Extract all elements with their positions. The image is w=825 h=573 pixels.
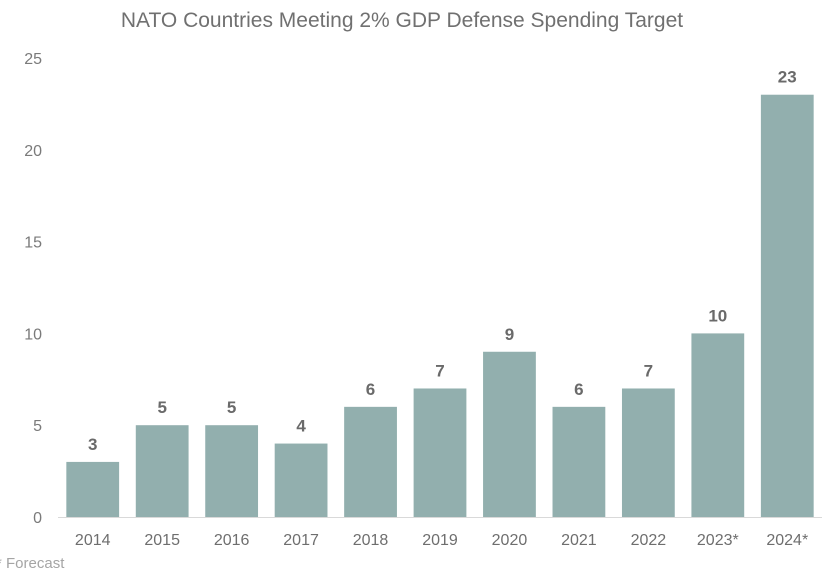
data-label: 5 — [227, 398, 236, 417]
bar — [66, 461, 120, 517]
bar — [205, 425, 259, 517]
data-label: 10 — [708, 306, 727, 325]
x-axis: 2014 2015 2016 2017 2018 2019 2020 2021 2022 2023… — [75, 532, 808, 549]
bar — [135, 425, 189, 517]
data-label: 5 — [157, 398, 166, 417]
x-tick-label: 2015 — [144, 532, 180, 549]
chart-title: NATO Countries Meeting 2% GDP Defense Sp… — [121, 9, 683, 32]
data-label: 23 — [778, 68, 797, 87]
data-label: 7 — [644, 361, 653, 380]
bar — [483, 351, 536, 517]
bars: 3 5 5 4 6 7 9 6 7 10 23 — [66, 68, 814, 517]
x-tick-label: 2021 — [561, 532, 597, 549]
x-tick-label: 2020 — [492, 532, 528, 549]
y-tick-label: 0 — [33, 510, 42, 527]
x-tick-label: 2018 — [353, 532, 389, 549]
y-tick-label: 5 — [33, 418, 42, 435]
data-label: 7 — [435, 361, 444, 380]
x-tick-label: 2024* — [766, 532, 808, 549]
y-tick-label: 15 — [24, 235, 42, 252]
bar — [691, 333, 745, 517]
x-tick-label: 2014 — [75, 532, 111, 549]
data-label: 3 — [88, 435, 97, 454]
footnote: * Forecast — [0, 555, 65, 572]
bar — [621, 388, 675, 517]
bar — [274, 443, 328, 517]
data-label: 4 — [296, 417, 306, 436]
bar — [552, 406, 606, 517]
x-tick-label: 2023* — [697, 532, 739, 549]
data-label: 9 — [505, 325, 514, 344]
x-tick-label: 2019 — [422, 532, 458, 549]
data-label: 6 — [574, 380, 583, 399]
x-tick-label: 2022 — [631, 532, 667, 549]
data-label: 6 — [366, 380, 375, 399]
bar — [413, 388, 467, 517]
bar — [344, 406, 397, 517]
bar — [760, 94, 814, 517]
y-tick-label: 20 — [24, 143, 42, 160]
x-tick-label: 2017 — [283, 532, 319, 549]
y-tick-label: 10 — [24, 326, 42, 343]
y-tick-label: 25 — [24, 51, 42, 68]
y-axis: 0 5 10 15 20 25 — [24, 51, 42, 527]
x-tick-label: 2016 — [214, 532, 250, 549]
